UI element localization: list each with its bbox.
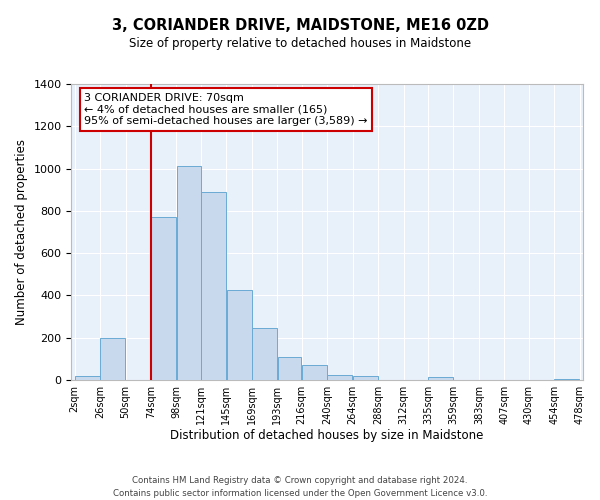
Bar bbox=[252, 328, 277, 380]
Bar bbox=[428, 376, 453, 380]
Bar bbox=[353, 376, 378, 380]
Text: Size of property relative to detached houses in Maidstone: Size of property relative to detached ho… bbox=[129, 38, 471, 51]
Bar bbox=[328, 374, 352, 380]
Bar bbox=[278, 356, 301, 380]
Bar bbox=[151, 217, 176, 380]
X-axis label: Distribution of detached houses by size in Maidstone: Distribution of detached houses by size … bbox=[170, 430, 484, 442]
Bar bbox=[75, 376, 100, 380]
Bar bbox=[302, 365, 327, 380]
Text: 3 CORIANDER DRIVE: 70sqm
← 4% of detached houses are smaller (165)
95% of semi-d: 3 CORIANDER DRIVE: 70sqm ← 4% of detache… bbox=[84, 93, 368, 126]
Text: 3, CORIANDER DRIVE, MAIDSTONE, ME16 0ZD: 3, CORIANDER DRIVE, MAIDSTONE, ME16 0ZD bbox=[112, 18, 488, 32]
Bar bbox=[177, 166, 200, 380]
Bar bbox=[227, 290, 251, 380]
Y-axis label: Number of detached properties: Number of detached properties bbox=[15, 139, 28, 325]
Bar bbox=[201, 192, 226, 380]
Text: Contains HM Land Registry data © Crown copyright and database right 2024.: Contains HM Land Registry data © Crown c… bbox=[132, 476, 468, 485]
Text: Contains public sector information licensed under the Open Government Licence v3: Contains public sector information licen… bbox=[113, 489, 487, 498]
Bar bbox=[100, 338, 125, 380]
Bar bbox=[554, 379, 580, 380]
